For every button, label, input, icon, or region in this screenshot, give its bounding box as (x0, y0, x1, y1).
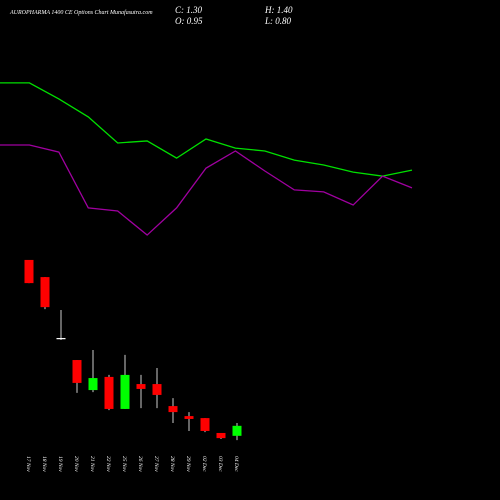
x-tick-label: 19 Nov (57, 456, 63, 472)
candle-body (88, 378, 98, 391)
x-tick-label: 27 Nov (153, 456, 159, 472)
candle-body (184, 416, 194, 419)
ohlc-label: O: 0.95 (175, 16, 203, 26)
ohlc-label: L: 0.80 (264, 16, 292, 26)
x-tick-label: 26 Nov (137, 456, 143, 472)
candle-body (120, 374, 130, 409)
candle-body (200, 418, 210, 431)
candle-body (136, 384, 146, 389)
line-series (0, 144, 413, 236)
line-series (0, 82, 413, 177)
candle-body (152, 384, 162, 395)
chart-title: AUROPHARMA 1400 CE Options Chart Munafas… (9, 9, 153, 16)
candle-body (104, 376, 114, 409)
x-tick-label: 20 Nov (73, 456, 79, 472)
x-tick-label: 17 Nov (25, 456, 31, 472)
x-tick-label: 25 Nov (121, 456, 127, 472)
x-tick-label: 18 Nov (41, 456, 47, 472)
candle-body (232, 425, 242, 436)
x-tick-label: 29 Nov (185, 456, 191, 472)
candle-body (168, 406, 178, 413)
ohlc-label: H: 1.40 (264, 5, 293, 15)
candle-body (72, 360, 82, 383)
candle-body (24, 259, 34, 284)
x-tick-label: 02 Dec (201, 456, 207, 472)
x-tick-label: 28 Nov (169, 456, 175, 472)
x-tick-label: 21 Nov (89, 456, 95, 472)
x-tick-label: 04 Dec (233, 456, 240, 472)
candle-body (216, 432, 226, 439)
candle-body (56, 338, 66, 340)
candle-body (40, 277, 50, 308)
ohlc-label: C: 1.30 (175, 5, 203, 15)
x-tick-label: 03 Dec (217, 456, 223, 472)
x-tick-label: 22 Nov (105, 456, 111, 472)
